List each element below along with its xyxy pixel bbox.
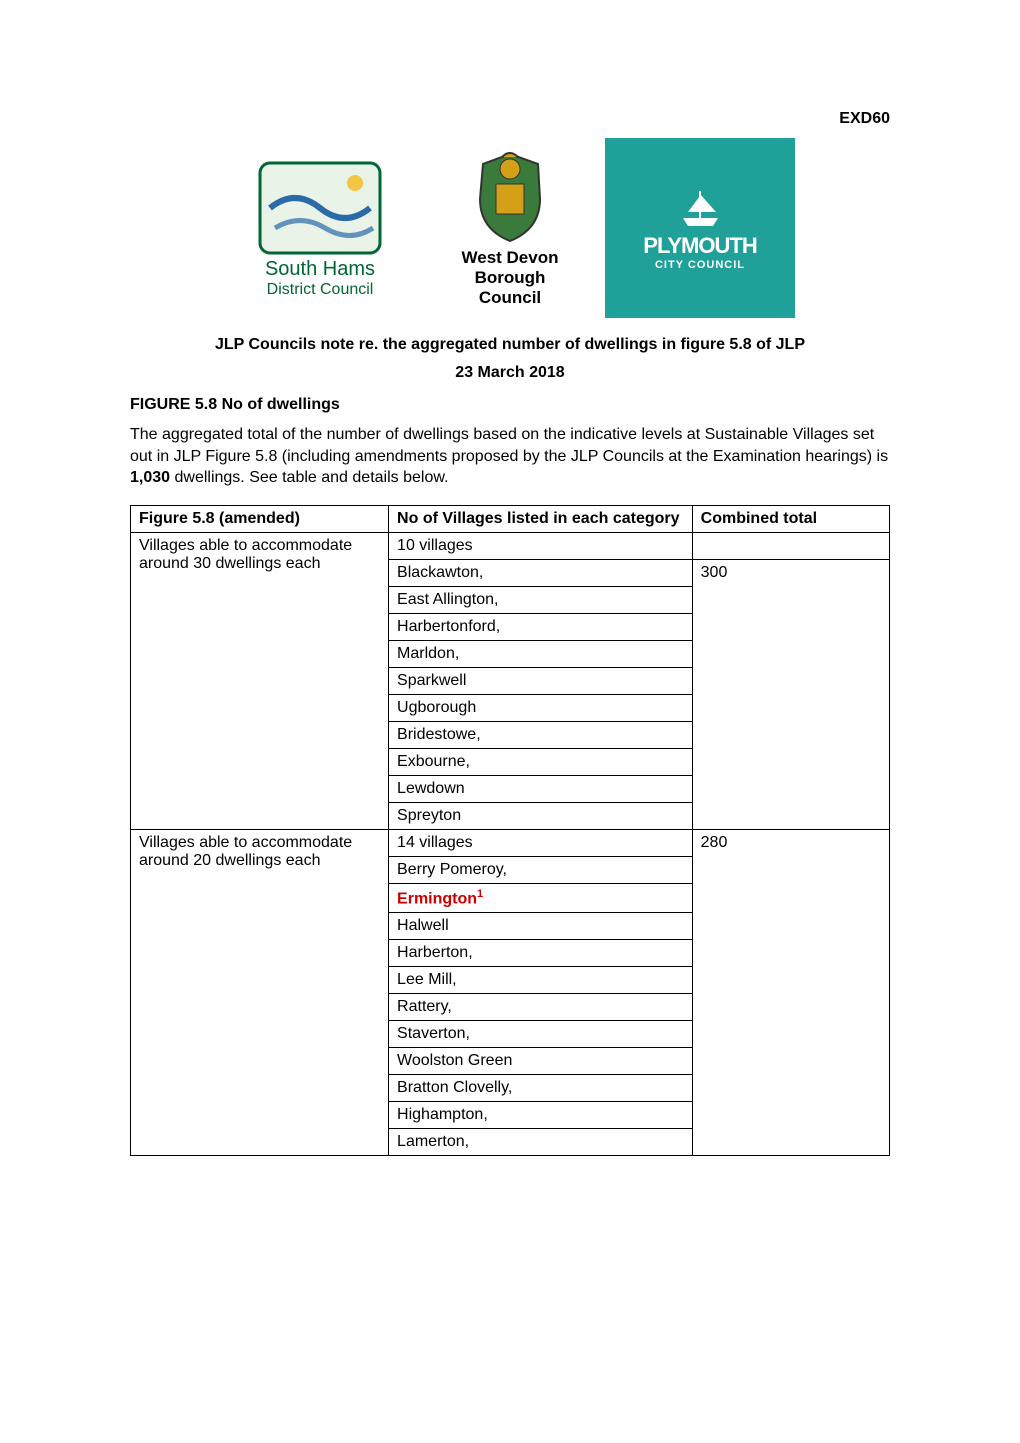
plymouth-ship-icon (678, 186, 723, 231)
village-cell: Lewdown (389, 775, 693, 802)
th-villages: No of Villages listed in each category (389, 505, 693, 532)
village-cell: Sparkwell (389, 667, 693, 694)
logo-west-devon: West Devon Borough Council (415, 138, 605, 318)
table-row: Villages able to accommodate around 30 d… (131, 532, 890, 559)
table-header-row: Figure 5.8 (amended) No of Villages list… (131, 505, 890, 532)
th-category: Figure 5.8 (amended) (131, 505, 389, 532)
village-cell: Ermington1 (389, 883, 693, 912)
village-cell: Exbourne, (389, 748, 693, 775)
combined-total-cell: 300 (692, 559, 889, 829)
total-blank-cell (692, 532, 889, 559)
th-total: Combined total (692, 505, 889, 532)
intro-text-1: The aggregated total of the number of dw… (130, 426, 888, 465)
note-title: JLP Councils note re. the aggregated num… (130, 336, 890, 354)
south-hams-icon (255, 158, 385, 258)
table-row: Villages able to accommodate around 20 d… (131, 829, 890, 856)
note-date: 23 March 2018 (130, 364, 890, 382)
village-count-label: 14 villages (389, 829, 693, 856)
village-cell: Staverton, (389, 1021, 693, 1048)
west-devon-line1: West Devon (462, 248, 559, 268)
village-cell: Berry Pomeroy, (389, 856, 693, 883)
footnote-ref: 1 (477, 888, 483, 900)
village-cell: Harberton, (389, 940, 693, 967)
village-cell: Spreyton (389, 802, 693, 829)
village-cell: Rattery, (389, 994, 693, 1021)
village-cell: Lee Mill, (389, 967, 693, 994)
south-hams-line1: South Hams (265, 258, 375, 281)
plymouth-line2: CITY COUNCIL (655, 259, 745, 271)
intro-bold: 1,030 (130, 469, 170, 486)
village-cell: Blackawton, (389, 559, 693, 586)
intro-text-2: dwellings. See table and details below. (170, 469, 448, 486)
village-cell: Ugborough (389, 694, 693, 721)
west-devon-line3: Council (479, 288, 541, 308)
village-cell: Bridestowe, (389, 721, 693, 748)
plymouth-line1: PLYMOUTH (643, 233, 756, 259)
villages-table: Figure 5.8 (amended) No of Villages list… (130, 505, 890, 1156)
combined-total-cell: 280 (692, 829, 889, 1155)
south-hams-line2: District Council (267, 281, 374, 299)
category-cell: Villages able to accommodate around 20 d… (131, 829, 389, 1155)
logo-south-hams: South Hams District Council (225, 138, 415, 318)
village-cell: Harbertonford, (389, 613, 693, 640)
village-cell: Lamerton, (389, 1129, 693, 1156)
village-cell: Marldon, (389, 640, 693, 667)
village-cell: Bratton Clovelly, (389, 1075, 693, 1102)
intro-paragraph: The aggregated total of the number of dw… (130, 424, 890, 489)
west-devon-line2: Borough (475, 268, 546, 288)
village-cell: Woolston Green (389, 1048, 693, 1075)
figure-subtitle: FIGURE 5.8 No of dwellings (130, 396, 890, 414)
west-devon-crest-icon (468, 149, 553, 244)
category-cell: Villages able to accommodate around 30 d… (131, 532, 389, 829)
village-name-amended: Ermington (397, 890, 477, 907)
village-cell: Highampton, (389, 1102, 693, 1129)
village-count-label: 10 villages (389, 532, 693, 559)
logo-plymouth: PLYMOUTH CITY COUNCIL (605, 138, 795, 318)
document-id: EXD60 (130, 110, 890, 128)
village-cell: Halwell (389, 913, 693, 940)
village-cell: East Allington, (389, 586, 693, 613)
logos-row: South Hams District Council West Devon B… (130, 138, 890, 318)
